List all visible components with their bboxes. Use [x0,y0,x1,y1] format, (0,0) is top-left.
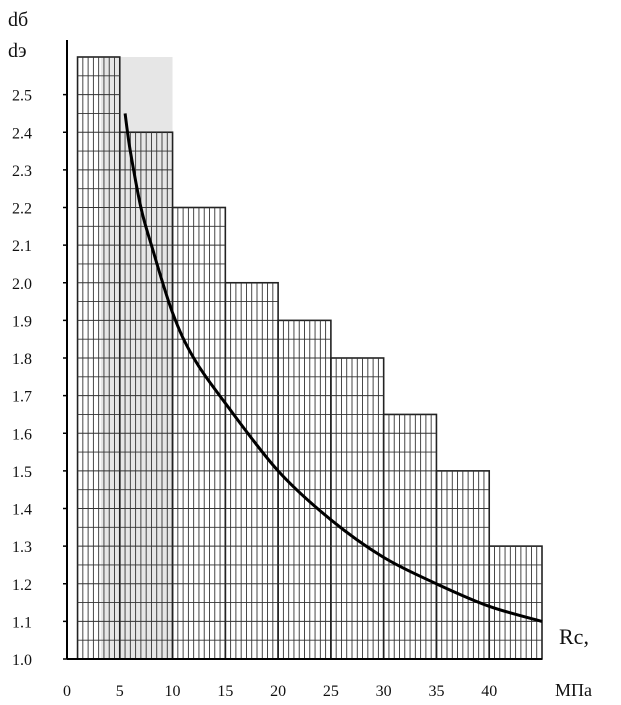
y-tick-label: 2.4 [12,125,32,142]
y-tick-label: 1.7 [12,389,32,406]
y-tick-label: 1.2 [12,577,32,594]
y-tick-label: 2.3 [12,163,32,180]
y-tick-label: 1.6 [12,426,32,443]
y-axis-label-bottom: dэ [8,40,27,62]
y-tick-label: 2.1 [12,238,32,255]
y-tick-label: 1.3 [12,539,32,556]
axes [63,40,542,660]
x-tick-label: 25 [323,683,339,700]
x-tick-label: 30 [376,683,392,700]
x-tick-label: 10 [165,683,181,700]
x-tick-label: 40 [481,683,497,700]
y-tick-labels: 1.0 1.1 1.2 1.3 1.4 1.5 1.6 1.7 1.8 1.9 2.0 2.1 2.2 2… [12,88,32,669]
y-tick-label: 1.8 [12,351,32,368]
x-axis-unit: МПа [555,680,592,700]
y-tick-label: 1.0 [12,652,32,669]
x-axis-label: Rc, [559,624,589,649]
y-tick-label: 1.4 [12,502,32,519]
curve [123,113,543,623]
y-tick-label: 2.2 [12,201,32,218]
x-tick-labels: 0 5 10 15 20 25 30 35 40 [63,683,497,700]
y-tick-label: 2.5 [12,88,32,105]
x-tick-label: 15 [217,683,233,700]
x-tick-label: 5 [116,683,124,700]
y-tick-label: 2.0 [12,276,32,293]
x-tick-label: 35 [428,683,444,700]
series-line [123,113,543,623]
x-tick-label: 20 [270,683,286,700]
y-tick-label: 1.9 [12,313,32,330]
y-tick-label: 1.5 [12,464,32,481]
y-axis-label-top: dб [8,9,28,31]
y-tick-label: 1.1 [12,614,32,631]
x-tick-label: 0 [63,683,71,700]
